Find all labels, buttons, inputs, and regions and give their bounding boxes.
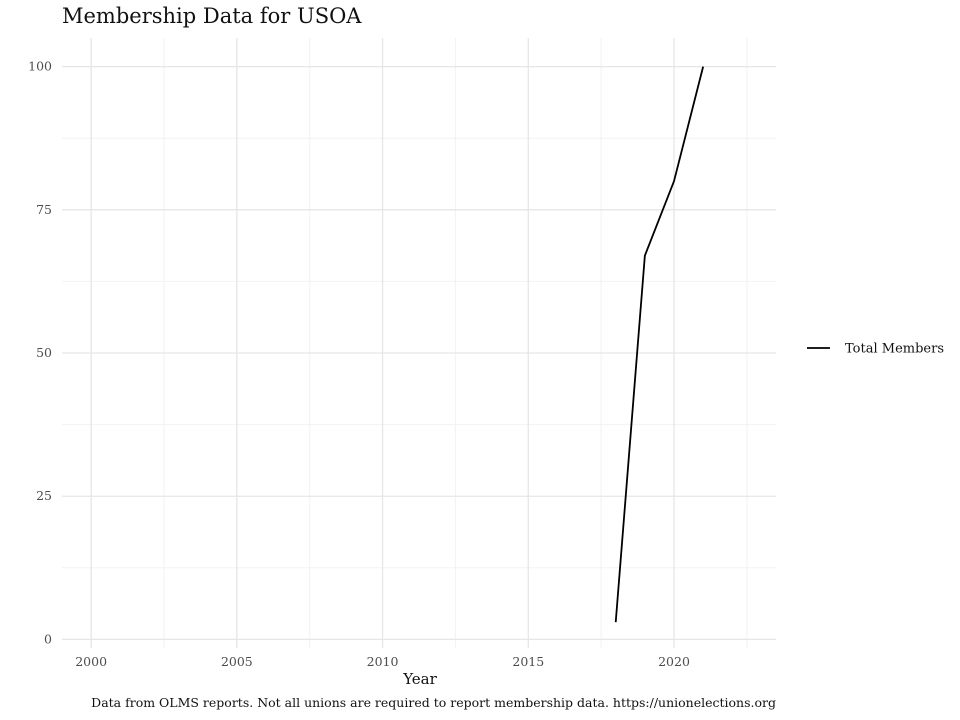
caption: Data from OLMS reports. Not all unions a…	[91, 695, 776, 710]
x-axis-label: Year	[402, 670, 437, 688]
minor-grid	[62, 38, 776, 648]
series-line	[614, 66, 705, 623]
legend-label: Total Members	[845, 342, 944, 357]
x-tick-label: 2000	[75, 654, 107, 669]
x-tick-label: 2020	[658, 654, 690, 669]
x-tick-label: 2005	[221, 654, 253, 669]
y-tick-label: 75	[36, 202, 52, 217]
legend: Total Members	[807, 342, 944, 357]
y-tick-label: 100	[28, 59, 52, 74]
major-grid	[62, 38, 776, 648]
y-tick-label: 50	[36, 345, 52, 360]
x-tick-label: 2010	[367, 654, 399, 669]
y-tick-label: 0	[44, 631, 52, 646]
y-axis-ticks: 0 25 50 75 100	[28, 59, 52, 647]
x-tick-label: 2015	[512, 654, 544, 669]
y-tick-label: 25	[36, 488, 52, 503]
chart-title: Membership Data for USOA	[62, 4, 362, 28]
x-axis-ticks: 2000 2005 2010 2015 2020	[75, 654, 690, 669]
series-layer	[614, 66, 705, 623]
